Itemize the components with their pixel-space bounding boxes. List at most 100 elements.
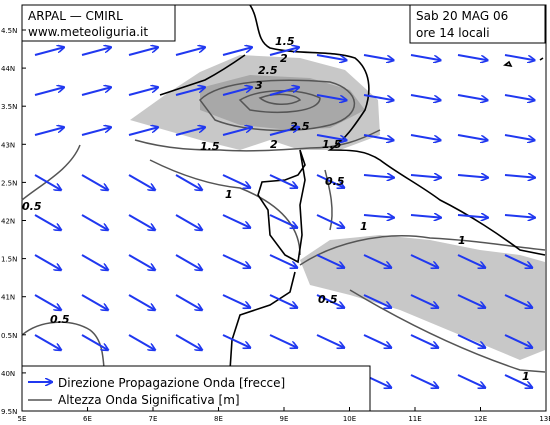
wave-arrow xyxy=(504,294,532,308)
date-box xyxy=(409,4,546,44)
wave-arrow xyxy=(222,87,252,96)
wave-arrow xyxy=(363,94,394,100)
wave-arrow xyxy=(81,334,108,350)
contour-label: 1 xyxy=(225,188,233,201)
wave-arrow xyxy=(316,94,347,100)
x-tick-label: 8E xyxy=(214,415,223,423)
wave-arrow xyxy=(128,47,158,56)
wave-arrow xyxy=(457,374,485,388)
contour-label: 1.5 xyxy=(275,35,295,48)
wave-arrow xyxy=(363,134,394,140)
wave-arrow xyxy=(457,175,488,178)
wave-arrow xyxy=(504,334,532,348)
axes: 4.5N 44N 3.5N 43N 2.5N 42N 1.5N 41N 0.5N 40N 9.5N5… xyxy=(1,27,550,423)
wave-arrow xyxy=(316,174,344,188)
wave-arrow xyxy=(363,175,394,178)
wave-arrow xyxy=(175,294,202,310)
wave-arrow xyxy=(410,334,438,348)
wave-arrow xyxy=(81,254,108,270)
x-tick-label: 12E xyxy=(474,415,487,423)
wave-arrow xyxy=(269,254,297,268)
wave-arrow xyxy=(457,334,485,348)
x-tick-label: 6E xyxy=(83,415,92,423)
y-tick-label: 43N xyxy=(1,141,15,149)
wave-arrow xyxy=(457,134,488,140)
wave-arrow xyxy=(175,47,205,56)
x-tick-label: 9E xyxy=(280,415,289,423)
wave-arrow xyxy=(269,174,297,188)
y-tick-label: 44N xyxy=(1,65,15,73)
y-tick-label: 41N xyxy=(1,294,15,302)
wave-arrow xyxy=(269,294,297,308)
wave-arrow xyxy=(128,127,158,136)
wave-arrow xyxy=(410,254,438,268)
wave-arrow xyxy=(316,54,347,60)
wave-arrow xyxy=(222,214,250,228)
contour-label: 1.5 xyxy=(200,140,220,153)
wave-arrow xyxy=(222,47,252,56)
contour-label: 1.5 xyxy=(322,138,342,151)
wave-arrow xyxy=(457,254,485,268)
wave-arrow xyxy=(81,294,108,310)
contour-label: 2.5 xyxy=(290,120,310,133)
wave-arrow xyxy=(504,94,535,100)
x-tick-label: 7E xyxy=(149,415,158,423)
wave-arrow xyxy=(457,54,488,60)
wave-arrow xyxy=(316,214,344,228)
wave-arrow xyxy=(363,294,391,308)
contour-label: 0.5 xyxy=(318,293,338,306)
contour-label: 1 xyxy=(360,220,368,233)
wave-arrow xyxy=(410,134,441,140)
wave-arrow xyxy=(222,334,250,348)
wave-arrow xyxy=(504,134,535,140)
wave-arrow xyxy=(316,334,344,348)
wave-arrow xyxy=(410,215,441,218)
wave-arrow xyxy=(81,127,111,136)
legend-arrows: Direzione Propagazione Onda [frecce] xyxy=(58,376,285,390)
wave-arrow xyxy=(128,87,158,96)
contour-label: 2 xyxy=(280,52,288,65)
time: ore 14 locali xyxy=(416,26,490,40)
wave-arrow xyxy=(457,94,488,100)
wave-arrow xyxy=(316,294,344,308)
wave-arrow xyxy=(128,254,155,270)
wave-arrow xyxy=(81,174,108,190)
wave-arrow xyxy=(269,334,297,348)
y-tick-label: 3.5N xyxy=(1,103,17,111)
wave-arrow xyxy=(34,294,61,310)
wave-arrow xyxy=(222,127,252,136)
wave-arrow xyxy=(34,334,61,350)
wave-arrow xyxy=(175,254,202,270)
wave-arrow xyxy=(175,87,205,96)
wave-arrow xyxy=(316,254,344,268)
header-url: www.meteoliguria.it xyxy=(28,25,148,39)
wave-arrow xyxy=(504,374,532,388)
wave-arrow xyxy=(128,294,155,310)
y-tick-label: 0.5N xyxy=(1,332,17,340)
wave-arrow xyxy=(175,334,202,350)
wave-arrow xyxy=(34,47,64,56)
x-tick-label: 11E xyxy=(408,415,421,423)
wave-arrow xyxy=(34,87,64,96)
contour-label: 2 xyxy=(270,138,278,151)
wave-arrow xyxy=(34,214,61,230)
wave-arrow xyxy=(504,175,535,178)
contour-label: 0.5 xyxy=(22,200,42,213)
wave-arrow xyxy=(222,174,250,188)
wave-arrow xyxy=(410,175,441,178)
y-tick-label: 4.5N xyxy=(1,27,17,35)
contour-label: 2.5 xyxy=(258,64,278,77)
wave-arrow xyxy=(410,294,438,308)
date: Sab 20 MAG 06 xyxy=(416,9,508,23)
wave-arrow xyxy=(410,374,438,388)
wave-arrow xyxy=(269,47,299,56)
header-title: ARPAL — CMIRL xyxy=(28,9,123,23)
wave-arrow xyxy=(363,215,394,218)
x-tick-label: 10E xyxy=(343,415,356,423)
contour-label: 0.5 xyxy=(325,175,345,188)
wave-arrow xyxy=(316,134,347,140)
wave-arrow xyxy=(222,294,250,308)
contour-label: 3 xyxy=(255,79,263,92)
wave-arrow xyxy=(175,174,202,190)
wave-arrow xyxy=(504,54,535,60)
